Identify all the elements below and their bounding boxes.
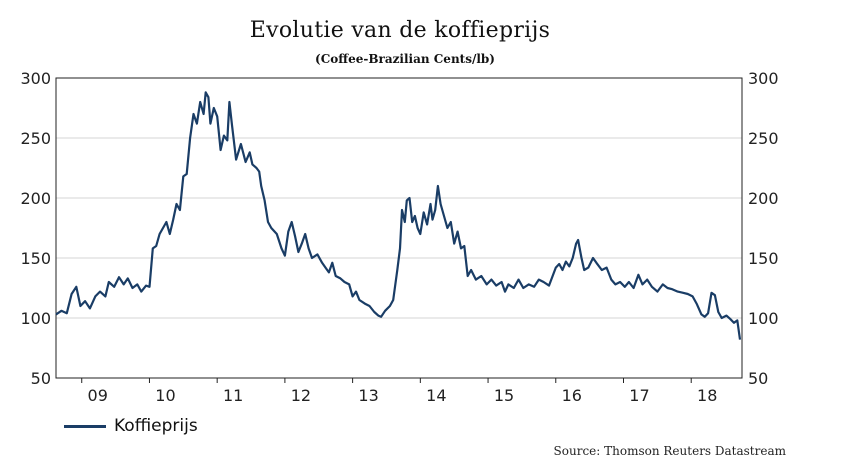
y-tick-label-left: 250 xyxy=(20,129,51,148)
legend-label: Koffieprijs xyxy=(114,416,198,436)
x-tick-label: 14 xyxy=(426,386,446,405)
x-tick-label: 18 xyxy=(697,386,717,405)
y-tick-label-left: 300 xyxy=(20,69,51,88)
legend-swatch xyxy=(64,424,106,428)
y-tick-label-right: 200 xyxy=(748,189,779,208)
legend: Koffieprijs xyxy=(64,416,198,436)
x-tick-label: 09 xyxy=(88,386,108,405)
chart-subtitle: (Coffee-Brazilian Cents/lb) xyxy=(315,52,495,66)
x-tick-label: 12 xyxy=(291,386,311,405)
y-axis-right: 50 100 150 200 250 300 xyxy=(748,69,779,388)
y-tick-label-right: 150 xyxy=(748,249,779,268)
x-axis: 09 10 11 12 13 14 15 16 17 18 xyxy=(81,378,717,405)
x-tick-label: 17 xyxy=(629,386,649,405)
x-tick-label: 16 xyxy=(562,386,582,405)
y-axis-left: 50 100 150 200 250 300 xyxy=(20,69,51,388)
y-tick-label-left: 100 xyxy=(20,309,51,328)
y-tick-label-left: 150 xyxy=(20,249,51,268)
y-tick-label-left: 200 xyxy=(20,189,51,208)
y-tick-label-right: 300 xyxy=(748,69,779,88)
x-tick-label: 15 xyxy=(494,386,514,405)
y-tick-label-right: 50 xyxy=(748,369,768,388)
y-tick-label-left: 50 xyxy=(31,369,51,388)
y-tick-label-right: 250 xyxy=(748,129,779,148)
x-tick-label: 10 xyxy=(155,386,175,405)
chart-title: Evolutie van de koffieprijs xyxy=(249,18,551,43)
x-tick-label: 13 xyxy=(358,386,378,405)
y-tick-label-right: 100 xyxy=(748,309,779,328)
plot-frame xyxy=(55,77,743,379)
source-note: Source: Thomson Reuters Datastream xyxy=(553,444,786,458)
series-line-koffieprijs xyxy=(55,91,742,340)
gridlines xyxy=(56,137,742,319)
x-tick-label: 11 xyxy=(223,386,243,405)
